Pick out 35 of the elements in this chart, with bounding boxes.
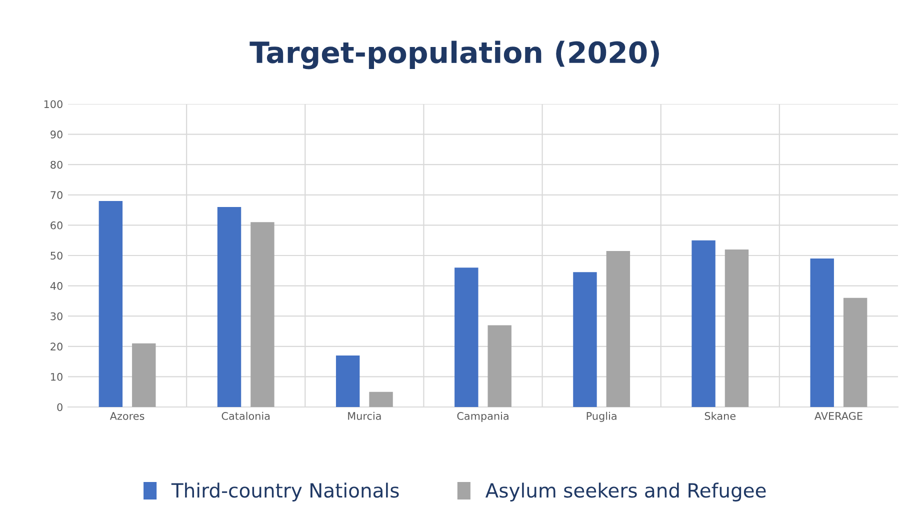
- y-tick-label: 80: [50, 160, 62, 169]
- bar: [217, 207, 242, 407]
- y-tick-label: 10: [51, 372, 62, 381]
- y-tick-label: 70: [50, 191, 62, 200]
- y-tick-label: 100: [44, 100, 62, 108]
- bar: [250, 222, 274, 407]
- bar: [488, 325, 512, 407]
- x-tick-label: Azores: [110, 412, 144, 420]
- x-tick-label: Puglia: [586, 412, 616, 422]
- legend-label: Asylum seekers and Refugee: [485, 482, 766, 502]
- bar: [843, 298, 868, 407]
- y-tick-label: 60: [50, 221, 62, 230]
- x-tick-label: Catalonia: [222, 412, 270, 420]
- y-tick-label: 40: [50, 282, 62, 290]
- y-tick-label: 0: [57, 403, 62, 412]
- bar: [454, 268, 478, 407]
- legend-label: Third-country Nationals: [171, 482, 399, 502]
- y-tick-label: 90: [50, 130, 62, 138]
- y-tick-label: 50: [50, 252, 62, 260]
- bar: [573, 272, 597, 407]
- x-tick-label: Murcia: [348, 412, 381, 420]
- bar: [692, 240, 716, 407]
- bar: [810, 258, 834, 407]
- y-tick-label: 30: [50, 312, 62, 320]
- x-tick-label: AVERAGE: [814, 412, 862, 420]
- x-tick-label: Skane: [704, 412, 736, 420]
- x-tick-label: Campania: [457, 412, 508, 422]
- bar: [606, 250, 630, 407]
- bar: [98, 200, 123, 407]
- bar: [132, 343, 156, 407]
- bar: [336, 355, 360, 407]
- bar: [369, 392, 393, 407]
- y-tick-label: 20: [50, 342, 62, 351]
- bar: [724, 249, 749, 407]
- chart-title: Target-population (2020): [250, 40, 659, 70]
